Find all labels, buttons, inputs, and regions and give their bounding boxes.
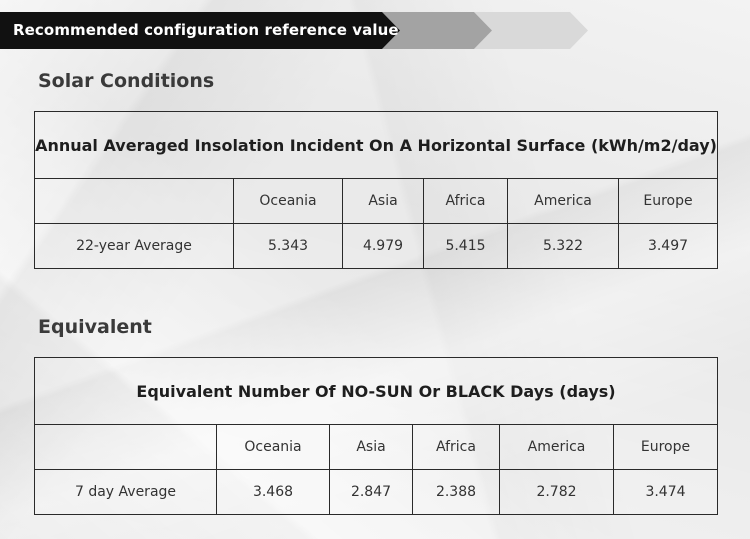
column-header-europe: Europe <box>613 424 718 470</box>
table-row: 7 day Average 3.468 2.847 2.388 2.782 3.… <box>34 469 718 515</box>
table-caption-row: Annual Averaged Insolation Incident On A… <box>33 111 719 179</box>
value-cell-asia: 4.979 <box>342 223 424 269</box>
column-header-america: America <box>507 178 619 224</box>
solar-section-title: Solar Conditions <box>38 70 215 92</box>
banner-title: Recommended configuration reference valu… <box>13 21 399 39</box>
equivalent-table-title: Equivalent Number Of NO-SUN Or BLACK Day… <box>34 357 718 425</box>
column-header-asia: Asia <box>329 424 413 470</box>
equivalent-section-title: Equivalent <box>38 316 152 338</box>
column-header-america: America <box>499 424 614 470</box>
row-label: 7 day Average <box>34 469 217 515</box>
equivalent-days-table: Equivalent Number Of NO-SUN Or BLACK Day… <box>34 357 718 515</box>
column-header-europe: Europe <box>617 178 719 224</box>
header-corner-cell <box>34 178 234 224</box>
value-cell-oceania: 5.343 <box>233 223 343 269</box>
row-label: 22-year Average <box>34 223 234 269</box>
value-cell-america: 5.322 <box>507 223 619 269</box>
banner-arrow-primary <box>0 12 400 49</box>
table-caption-row: Equivalent Number Of NO-SUN Or BLACK Day… <box>34 357 718 425</box>
value-cell-europe: 3.474 <box>613 469 718 515</box>
value-cell-asia: 2.847 <box>329 469 413 515</box>
column-header-africa: Africa <box>423 178 508 224</box>
value-cell-oceania: 3.468 <box>216 469 330 515</box>
column-header-asia: Asia <box>342 178 424 224</box>
value-cell-africa: 5.415 <box>423 223 508 269</box>
table-header-row: Oceania Asia Africa America Europe <box>34 424 718 470</box>
column-header-oceania: Oceania <box>233 178 343 224</box>
header-banner: Recommended configuration reference valu… <box>0 12 600 49</box>
value-cell-america: 2.782 <box>499 469 614 515</box>
value-cell-europe: 3.497 <box>617 223 719 269</box>
column-header-oceania: Oceania <box>216 424 330 470</box>
header-corner-cell <box>34 424 217 470</box>
banner-arrow-tertiary <box>474 12 588 49</box>
solar-table-title: Annual Averaged Insolation Incident On A… <box>33 111 719 179</box>
solar-insolation-table: Annual Averaged Insolation Incident On A… <box>33 111 719 269</box>
table-row: 22-year Average 5.343 4.979 5.415 5.322 … <box>34 223 719 269</box>
value-cell-africa: 2.388 <box>412 469 500 515</box>
column-header-africa: Africa <box>412 424 500 470</box>
table-header-row: Oceania Asia Africa America Europe <box>34 178 719 224</box>
